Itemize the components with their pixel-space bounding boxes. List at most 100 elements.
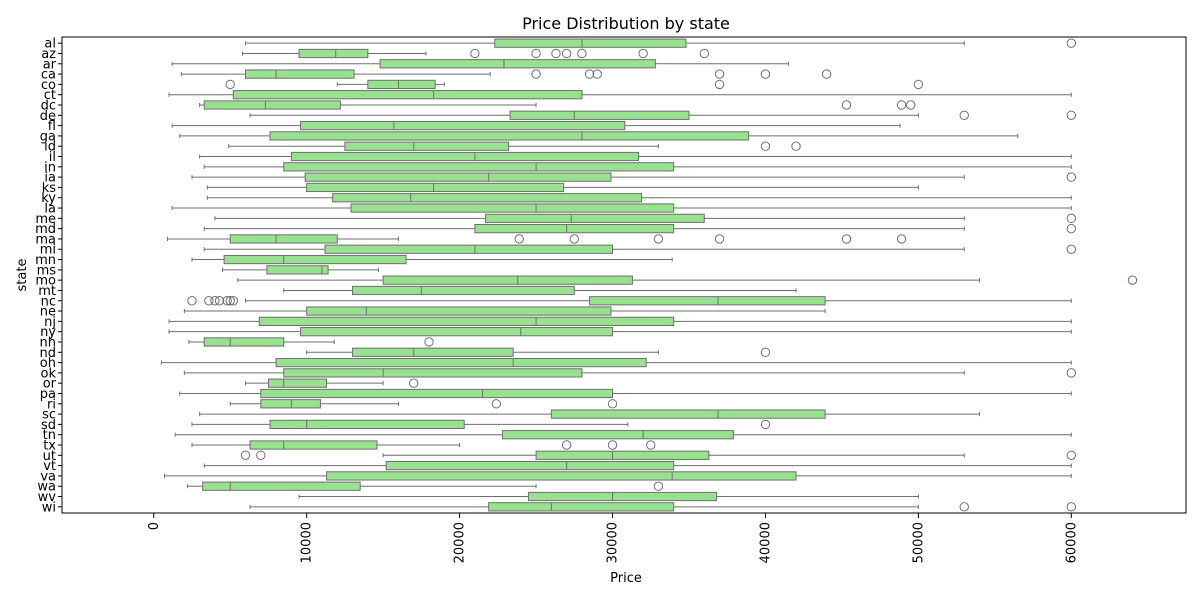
outlier-point [225,296,235,306]
outlier-point [699,48,709,59]
box-iqr [379,59,656,69]
outlier-point [760,419,771,430]
outlier-point [1066,172,1077,182]
outlier-point [551,48,561,59]
box-tx [191,440,656,450]
box-id [228,141,801,151]
box-mt [283,285,797,296]
y-tick-label: sc [42,408,56,423]
plot-area [160,38,1138,512]
box-wi [249,502,1077,512]
y-tick-label: me [35,212,56,227]
outlier-point [896,100,907,110]
box-iqr [260,399,321,409]
box-az [241,48,709,59]
y-tick-label: nh [40,335,56,350]
box-iqr [283,368,583,378]
outlier-point [569,234,579,244]
box-iqr [232,90,583,100]
box-ia [191,172,1077,182]
box-me [214,213,1077,224]
y-tick-label: wv [38,490,57,505]
outlier-point [1066,38,1077,48]
x-tick-label: 30000 [606,522,621,563]
outlier-point [240,450,251,461]
y-tick-label: ia [44,171,56,186]
y-tick-label: ks [42,181,57,196]
box-iqr [474,224,675,234]
box-iqr [527,491,718,502]
outlier-point [714,234,725,244]
outlier-point [531,69,541,79]
outlier-point [791,141,801,151]
box-nh [188,337,434,347]
box-ok [183,368,1077,378]
y-tick-label: mn [35,253,56,268]
outlier-point [714,69,725,79]
outlier-point [959,110,969,121]
box-ks [206,182,919,193]
outlier-point [225,79,235,90]
box-il [199,151,1072,162]
outlier-point [256,450,266,461]
box-ms [222,265,380,275]
outlier-point [409,378,419,388]
box-iqr [494,38,687,48]
box-nj [168,316,1072,326]
plot-frame [61,36,1187,514]
outlier-point [607,399,618,409]
box-iqr [332,193,643,203]
x-tick-label: 60000 [1064,522,1079,563]
box-iqr [385,460,675,471]
outlier-point [577,48,587,59]
box-nc [187,296,1072,306]
box-in [203,162,1072,172]
box-iqr [229,234,338,244]
box-ut [240,450,1077,461]
x-tick-label: 50000 [911,522,926,563]
y-tick-label: or [43,377,57,392]
box-ny [168,327,1072,337]
box-sd [191,419,771,430]
box-iqr [203,100,341,110]
y-tick-label: mt [38,284,56,299]
y-tick-label: ok [41,366,57,381]
outlier-point [1066,223,1077,234]
outlier-point [584,69,595,79]
box-ca [180,69,832,79]
x-tick-label: 10000 [300,522,315,563]
y-tick-label: id [44,140,56,155]
y-tick-label: tn [43,428,56,443]
y-tick-label: nc [41,294,56,309]
box-iqr [290,151,640,162]
outlier-point [841,100,852,110]
y-tick-label: vt [43,459,56,474]
y-tick-label: wi [42,500,56,515]
box-iqr [269,419,465,430]
outlier-point [561,48,572,59]
x-tick-label: 20000 [453,522,468,563]
box-iqr [509,110,690,120]
box-iqr [223,254,407,265]
box-pa [179,388,1072,399]
box-ga [179,131,1019,141]
outlier-point [1066,110,1077,121]
outlier-point [1066,213,1077,224]
x-tick-label: 0 [147,522,162,530]
y-tick-label: wa [37,480,56,495]
outlier-point [210,296,220,306]
box-mn [191,254,673,265]
x-axis-label: Price [610,571,642,586]
box-iqr [344,141,510,151]
box-iqr [275,357,647,368]
box-ky [206,193,1072,203]
outlier-point [1066,450,1077,461]
box-ne [183,306,826,316]
outlier-point [222,296,232,306]
box-iqr [488,502,675,512]
y-tick-label: az [41,47,56,62]
outlier-point [760,69,771,79]
box-iqr [300,120,626,131]
